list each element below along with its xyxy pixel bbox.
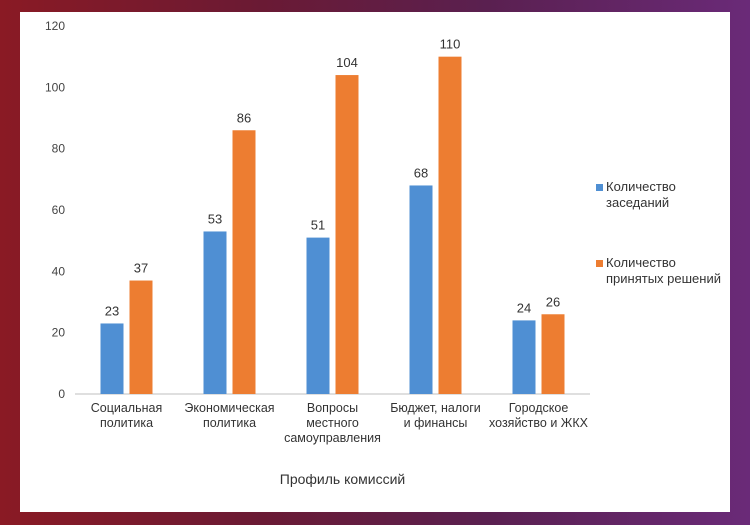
y-tick-label: 120 — [45, 19, 65, 33]
bar — [100, 323, 124, 394]
legend: Количество заседаний Количество принятых ре… — [596, 179, 721, 286]
category-label: Вопросы местного самоуправления — [284, 401, 381, 445]
legend-swatch — [596, 184, 603, 191]
x-axis-title: Профиль комиссий — [280, 471, 405, 487]
chart-card: 0 20 40 60 80 100 120 23 37 53 86 51 104 68 110 24 26 С… — [20, 12, 730, 512]
bar — [409, 185, 433, 394]
data-label: 110 — [440, 37, 461, 52]
y-tick-label: 80 — [52, 142, 66, 156]
bar — [129, 280, 153, 394]
data-label: 104 — [336, 55, 358, 70]
data-label: 51 — [311, 218, 325, 233]
category-label: Городское хозяйство и ЖКХ — [489, 401, 589, 430]
category-label: Экономическая политика — [184, 401, 274, 430]
data-label: 86 — [237, 110, 251, 125]
bar — [232, 130, 256, 394]
legend-entry: Количество заседаний — [606, 179, 676, 210]
data-label: 26 — [546, 294, 560, 309]
data-label: 53 — [208, 211, 222, 226]
data-label: 23 — [105, 303, 119, 318]
data-label: 37 — [134, 261, 148, 276]
data-label: 24 — [517, 300, 531, 315]
bar — [335, 75, 359, 395]
legend-swatch — [596, 260, 603, 267]
bars — [100, 56, 565, 395]
bar — [438, 56, 462, 395]
bar — [203, 231, 227, 394]
y-tick-label: 0 — [58, 387, 65, 401]
y-tick-label: 100 — [45, 80, 65, 94]
axes: 0 20 40 60 80 100 120 — [45, 19, 590, 401]
category-labels: Социальная политика Экономическая политика В… — [91, 401, 589, 445]
category-label: Социальная политика — [91, 401, 163, 430]
bar — [541, 314, 565, 394]
legend-entry: Количество принятых решений — [606, 255, 721, 286]
bar-chart: 0 20 40 60 80 100 120 23 37 53 86 51 104 68 110 24 26 С… — [45, 19, 721, 487]
bar — [512, 320, 536, 394]
y-tick-label: 40 — [52, 264, 66, 278]
data-labels: 23 37 53 86 51 104 68 110 24 26 — [105, 37, 560, 319]
y-tick-label: 20 — [52, 326, 66, 340]
y-tick-label: 60 — [52, 203, 66, 217]
data-label: 68 — [414, 165, 428, 180]
bar — [306, 237, 330, 394]
category-label: Бюджет, налоги и финансы — [390, 401, 481, 430]
